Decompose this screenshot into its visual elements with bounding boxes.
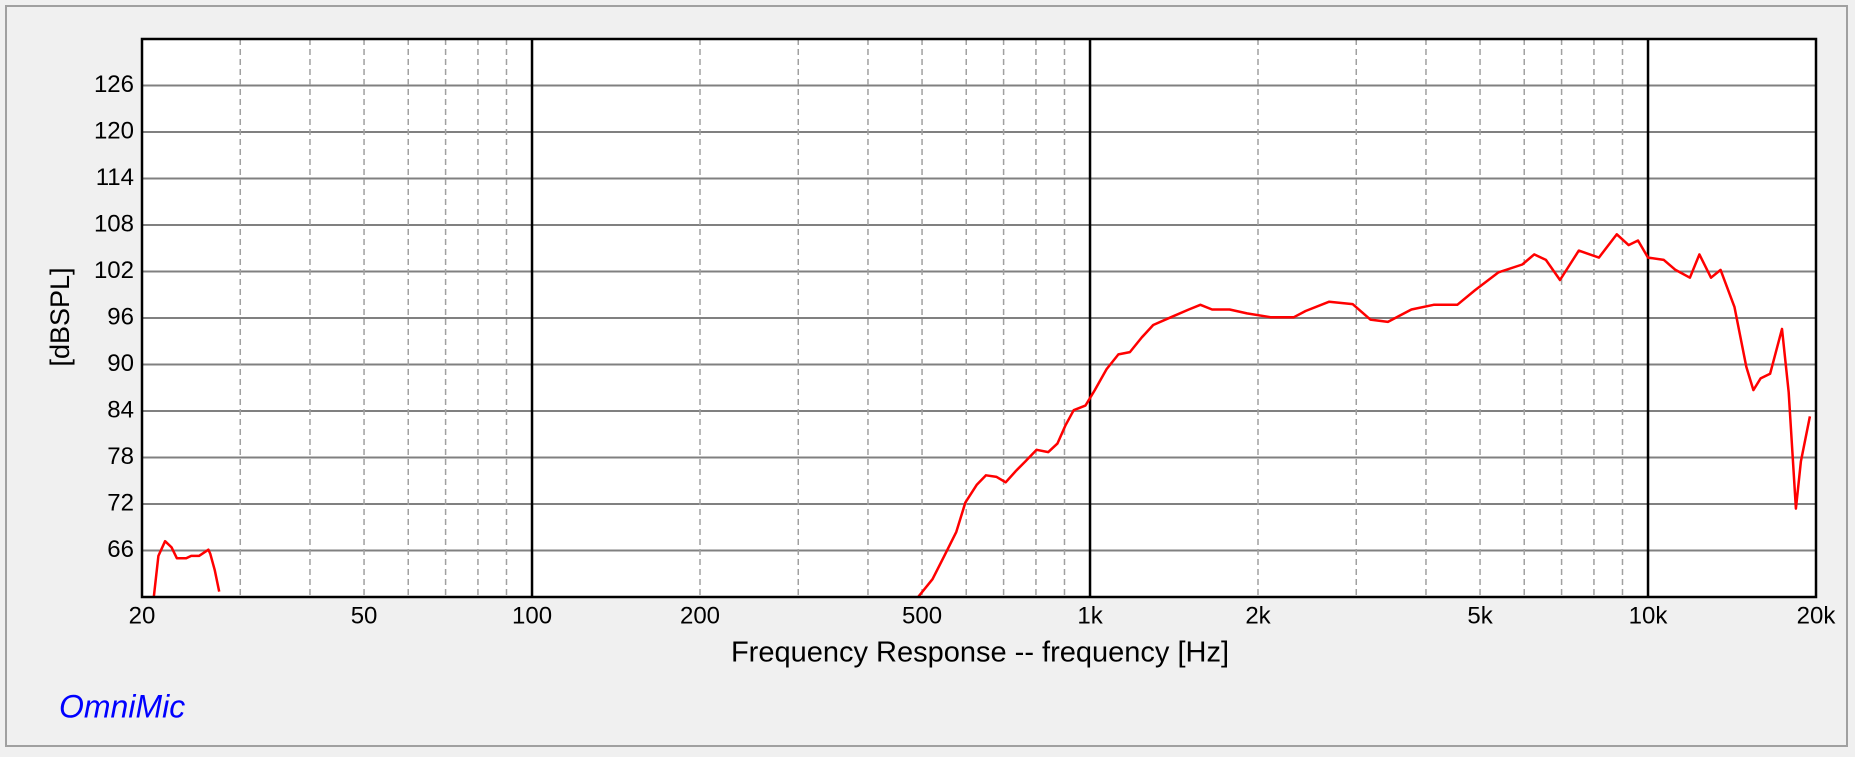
x-tick-label: 20k xyxy=(1797,602,1837,629)
y-tick-label: 108 xyxy=(94,210,134,237)
y-tick-label: 84 xyxy=(107,396,134,423)
x-axis-label: Frequency Response -- frequency [Hz] xyxy=(731,637,1229,669)
x-tick-label: 100 xyxy=(512,602,552,629)
y-tick-label: 114 xyxy=(96,164,134,191)
y-tick-label: 90 xyxy=(107,350,134,377)
x-tick-label: 50 xyxy=(351,602,378,629)
x-tick-label: 10k xyxy=(1629,602,1669,629)
y-tick-label: 72 xyxy=(107,489,134,516)
brand-label: OmniMic xyxy=(59,688,185,724)
x-tick-label: 200 xyxy=(680,602,720,629)
y-tick-label: 126 xyxy=(94,71,134,98)
x-tick-label: 5k xyxy=(1467,602,1493,629)
x-tick-label: 500 xyxy=(902,602,942,629)
response-line xyxy=(152,539,221,597)
y-tick-label: 102 xyxy=(94,257,134,284)
plot-frame xyxy=(140,37,1818,599)
y-tick-label: 66 xyxy=(107,536,134,563)
y-axis-label: [dBSPL] xyxy=(45,267,75,366)
y-tick-label: 78 xyxy=(107,443,134,470)
x-tick-label: 20 xyxy=(129,602,156,629)
x-tick-label: 2k xyxy=(1245,602,1271,629)
y-tick-label: 96 xyxy=(107,303,134,330)
response-line xyxy=(917,233,1812,597)
y-tick-label: 120 xyxy=(94,117,134,144)
x-tick-label: 1k xyxy=(1077,602,1103,629)
